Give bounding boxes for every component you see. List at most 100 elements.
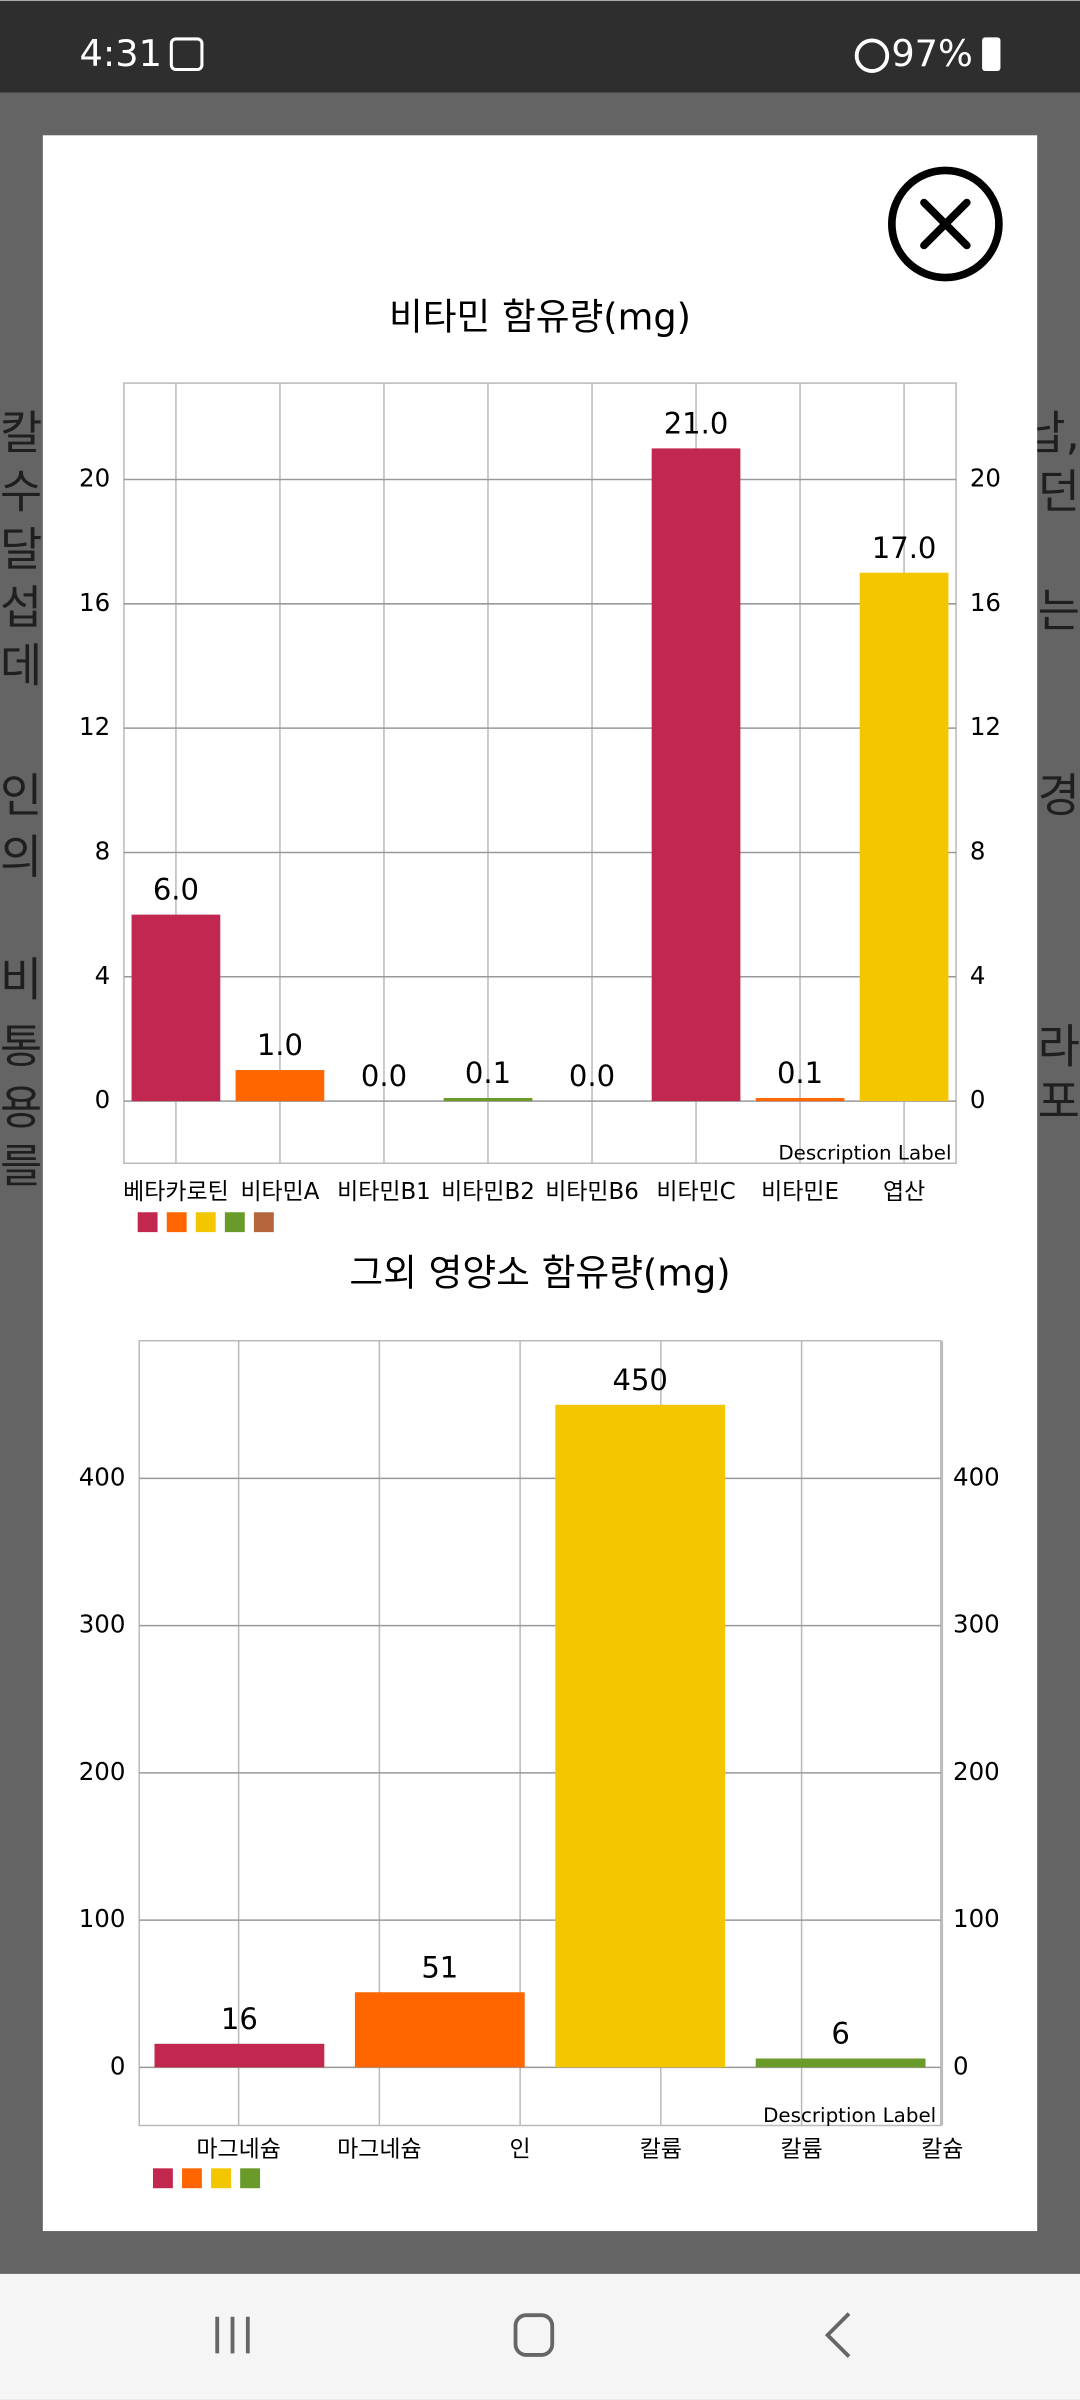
bar — [651, 448, 741, 1102]
bg-fragment: 포 — [1038, 1075, 1080, 1129]
x-tick-label: 칼륨 — [640, 2136, 682, 2162]
dialog — [42, 135, 1038, 2232]
y-tick-label: 20 — [79, 463, 110, 492]
value-label: 0.0 — [569, 1059, 615, 1093]
bg-fragment: 달 — [0, 522, 42, 576]
bar — [859, 572, 949, 1102]
value-label: 6.0 — [153, 873, 199, 907]
value-label: 17.0 — [872, 531, 937, 565]
dnd-icon — [854, 38, 890, 73]
y2-tick-label: 100 — [953, 1904, 1000, 1933]
value-label: 1.0 — [257, 1028, 303, 1062]
description-label: Description Label — [778, 1142, 951, 1165]
bar — [154, 2043, 325, 2068]
y2-tick-label: 0 — [970, 1085, 986, 1114]
bg-fragment: 데 — [0, 639, 42, 693]
x-tick-label: 칼슘 — [921, 2136, 963, 2162]
bar — [235, 1070, 325, 1102]
legend-swatch — [152, 2168, 173, 2189]
x-tick-label: 비타민A — [240, 1179, 319, 1205]
legend-swatch — [137, 1212, 158, 1233]
legend-swatch — [195, 1212, 216, 1233]
y-tick-label: 0 — [110, 2051, 126, 2080]
y2-tick-label: 8 — [970, 836, 986, 865]
bg-fragment: 를 — [0, 1139, 42, 1193]
bg-fragment: 비 — [0, 952, 42, 1006]
y2-tick-label: 4 — [970, 961, 986, 990]
y-tick-label: 300 — [79, 1610, 126, 1639]
close-x[interactable] — [920, 198, 971, 250]
battery-icon — [982, 37, 1001, 72]
y-tick-label: 200 — [79, 1757, 126, 1786]
nav-home[interactable] — [513, 2313, 555, 2357]
bar — [755, 1098, 845, 1102]
chart-title: 그외 영양소 함유량(mg) — [349, 1251, 730, 1294]
y2-tick-label: 20 — [970, 463, 1001, 492]
plot-frame — [138, 1339, 942, 2127]
y-tick-label: 12 — [79, 712, 110, 741]
bg-fragment: 경 — [1038, 769, 1080, 823]
bg-fragment: 는 — [1038, 584, 1080, 638]
y-tick-label: 16 — [79, 588, 110, 617]
y-tick-label: 400 — [79, 1462, 126, 1491]
legend-swatch — [211, 2168, 231, 2189]
y2-tick-label: 400 — [953, 1462, 1000, 1491]
x-tick-label: 칼륨 — [780, 2136, 822, 2162]
status-battery: 97% — [891, 32, 973, 75]
y-tick-label: 100 — [79, 1904, 126, 1933]
y-tick-label: 4 — [95, 961, 111, 990]
bar — [443, 1098, 533, 1102]
x-tick-label: 마그네슘 — [337, 2136, 421, 2162]
x-tick-label: 베타카로틴 — [123, 1179, 229, 1205]
x-tick-label: 비타민B2 — [441, 1179, 535, 1205]
x-tick-label: 비타민E — [761, 1179, 839, 1205]
nav-back[interactable] — [824, 2312, 851, 2358]
bg-fragment: 용 — [0, 1081, 42, 1135]
charts: 비타민 함유량(mg) 0 0 4 4 8 8 12 12 16 16 20 20 6.0 베타카로틴 1.0… — [79, 295, 1001, 2189]
y2-tick-label: 300 — [953, 1610, 1000, 1639]
y2-tick-label: 0 — [953, 2051, 969, 2080]
chart-title: 비타민 함유량(mg) — [389, 295, 691, 338]
legend-swatch — [253, 1212, 274, 1233]
bar — [131, 914, 221, 1102]
y2-tick-label: 200 — [953, 1757, 1000, 1786]
x-tick-label: 엽산 — [883, 1179, 925, 1205]
bg-fragment: 섭 — [0, 581, 42, 635]
nav-recent[interactable] — [215, 2316, 250, 2354]
bar — [555, 1404, 726, 2068]
x-tick-label: 비타민B1 — [337, 1179, 431, 1205]
bg-fragment: 던 — [1038, 464, 1080, 518]
description-label: Description Label — [763, 2104, 936, 2127]
y2-tick-label: 16 — [970, 588, 1001, 617]
legend-swatch — [182, 2168, 202, 2189]
gallery-icon — [169, 37, 204, 72]
legend-swatch — [166, 1212, 187, 1233]
value-label: 51 — [421, 1950, 458, 1984]
x-tick-label: 마그네슘 — [196, 2136, 280, 2162]
value-label: 0.1 — [465, 1056, 511, 1090]
bg-fragment: 의 — [0, 830, 42, 884]
plot-frame — [123, 382, 957, 1165]
bg-fragment: 수 — [0, 464, 42, 518]
status-time: 4:31 — [80, 32, 162, 75]
bg-fragment: 라 — [1038, 1020, 1080, 1074]
value-label: 450 — [612, 1363, 667, 1397]
value-label: 16 — [221, 2002, 258, 2036]
close-button[interactable] — [888, 166, 1003, 282]
bar — [354, 1992, 525, 2068]
bar — [755, 2058, 926, 2068]
legend-swatch — [224, 1212, 245, 1233]
value-label: 0.1 — [777, 1056, 823, 1090]
x-tick-label: 비타민B6 — [545, 1179, 639, 1205]
x-tick-label: 인 — [510, 2136, 531, 2162]
value-label: 0.0 — [361, 1059, 407, 1093]
y-tick-label: 8 — [95, 836, 111, 865]
value-label: 21.0 — [664, 406, 729, 440]
bg-fragment: 칼 — [0, 406, 42, 460]
legend-swatch — [240, 2168, 261, 2189]
x-tick-label: 비타민C — [656, 1179, 735, 1205]
value-label: 6 — [831, 2017, 849, 2051]
